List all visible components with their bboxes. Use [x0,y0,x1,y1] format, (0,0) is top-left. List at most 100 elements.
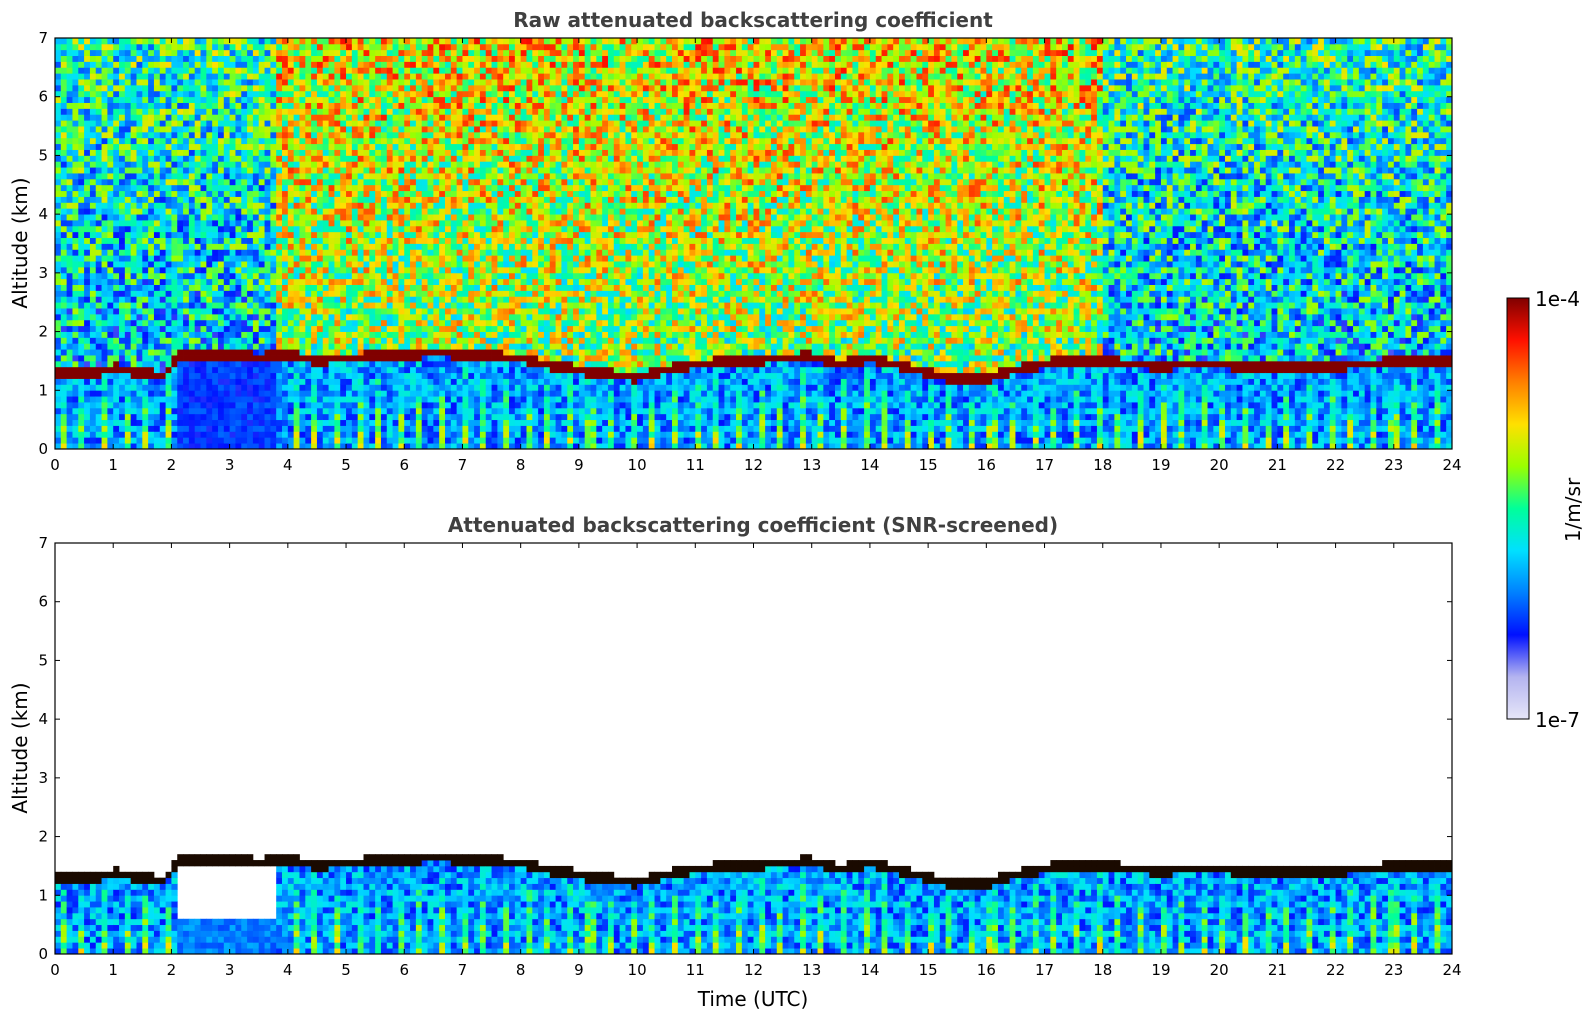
heatmap-cell [194,319,201,327]
heatmap-cell [217,178,225,186]
heatmap-cell [398,108,405,115]
heatmap-cell [456,61,463,68]
heatmap-cell [445,390,452,397]
heatmap-cell [445,114,452,121]
heatmap-cell [217,331,225,338]
heatmap-cell [119,67,126,74]
heatmap-cell [148,290,155,297]
heatmap-cell [282,208,289,215]
heatmap-cell [340,102,347,109]
heatmap-cell [241,190,248,197]
heatmap-cell [439,114,446,121]
heatmap-cell [130,378,137,385]
heatmap-cell [433,419,440,426]
heatmap-cell [177,308,184,315]
heatmap-cell [89,225,97,233]
heatmap-cell [456,437,463,444]
heatmap-cell [445,278,452,285]
heatmap-cell [445,208,452,215]
heatmap-cell [130,126,137,133]
heatmap-cell [462,443,469,450]
heatmap-cell [84,126,91,133]
heatmap-cell [55,396,62,403]
heatmap-cell [316,84,324,92]
heatmap-cell [235,355,242,362]
heatmap-cell [206,261,213,268]
heatmap-cell [119,390,126,397]
heatmap-cell [340,202,347,209]
heatmap-cell [445,413,452,421]
heatmap-cell [282,372,289,379]
heatmap-cell [299,149,306,156]
heatmap-cell [206,67,213,74]
heatmap-cell [276,255,283,262]
heatmap-cell [340,407,347,415]
heatmap-cell [334,402,341,409]
heatmap-cell [247,443,254,450]
heatmap-cell [194,278,201,285]
heatmap-cell [206,184,213,192]
heatmap-cell [235,143,242,150]
heatmap-cell [450,266,458,274]
heatmap-cell [340,360,347,368]
heatmap-cell [299,419,306,426]
heatmap-cell [200,108,207,115]
heatmap-cell [229,49,236,57]
heatmap-cell [433,355,440,362]
heatmap-cell [282,102,289,109]
heatmap-cell [183,220,190,227]
heatmap-cell [450,131,458,139]
heatmap-cell [445,149,452,156]
heatmap-cell [136,196,143,203]
heatmap-cell [200,155,207,162]
heatmap-cell [229,108,236,115]
heatmap-cell [282,384,289,391]
heatmap-cell [462,120,469,127]
heatmap-cell [380,149,388,156]
heatmap-cell [153,255,161,262]
heatmap-cell [171,425,178,432]
heatmap-cell [183,149,190,156]
heatmap-cell [107,167,114,174]
heatmap-cell [450,325,458,332]
heatmap-cell [183,61,190,68]
heatmap-cell [380,261,388,268]
heatmap-cell [276,202,283,209]
heatmap-cell [410,196,417,203]
heatmap-cell [311,190,318,197]
heatmap-cell [380,43,388,51]
heatmap-cell [311,79,318,86]
heatmap-cell [124,402,132,409]
heatmap-cell [456,143,463,150]
heatmap-cell [252,431,260,438]
heatmap-cell [124,366,132,374]
heatmap-cell [177,184,184,192]
heatmap-cell [148,178,155,186]
heatmap-cell [247,108,254,115]
heatmap-cell [258,231,265,239]
heatmap-cell [60,366,68,374]
heatmap-cell [223,73,231,80]
heatmap-cell [171,249,178,256]
heatmap-cell [357,413,364,421]
heatmap-cell [322,431,329,438]
heatmap-cell [322,261,329,268]
heatmap-cell [171,419,178,426]
heatmap-cell [316,225,324,233]
heatmap-cell [95,55,102,62]
heatmap-cell [84,343,91,350]
heatmap-cell [119,425,126,432]
heatmap-cell [410,302,417,309]
heatmap-cell [404,437,411,444]
heatmap-cell [369,143,376,150]
heatmap-cell [363,208,370,215]
heatmap-cell [322,208,329,215]
heatmap-cell [380,343,388,350]
heatmap-cell [282,190,289,197]
heatmap-cell [421,178,428,186]
heatmap-cell [206,102,213,109]
heatmap-cell [386,231,394,239]
heatmap-cell [55,319,62,327]
heatmap-cell [328,237,335,244]
heatmap-cell [84,231,91,239]
